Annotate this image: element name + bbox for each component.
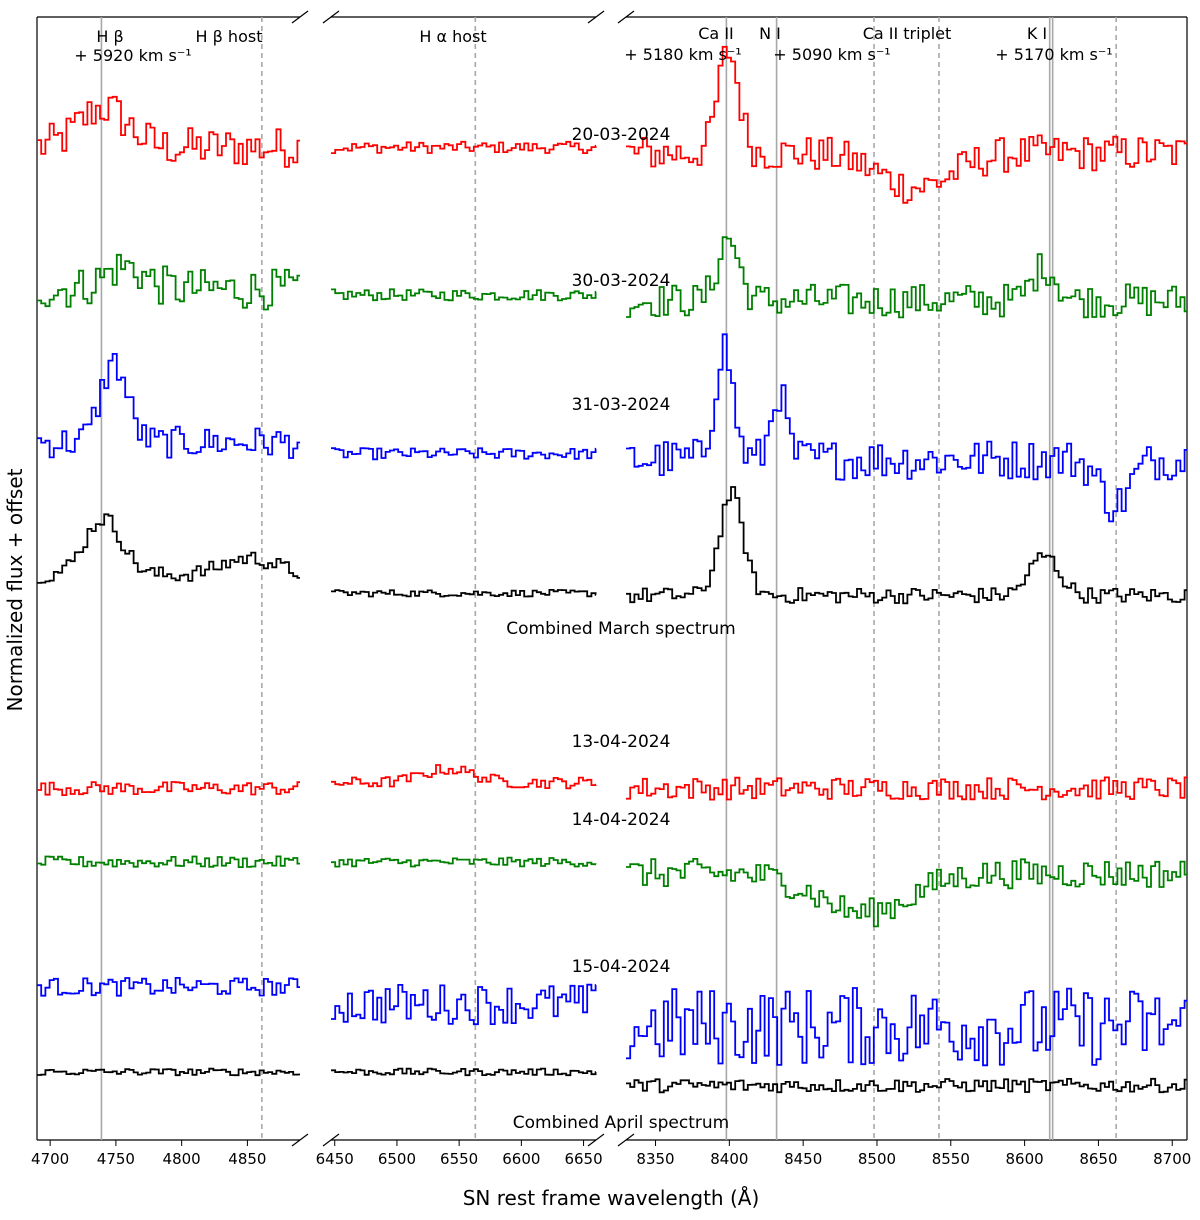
x-tick-label: 6450 xyxy=(316,1150,354,1168)
spectrum-combined-april-spectrum xyxy=(626,1077,1187,1094)
x-tick-label: 4700 xyxy=(31,1150,69,1168)
spectrum-15-04-2024 xyxy=(626,987,1187,1067)
spectrum-combined-march-spectrum xyxy=(331,589,597,598)
annotation-label: N I xyxy=(759,24,781,43)
annotation-label: H β host xyxy=(196,27,263,46)
spectrum-14-04-2024 xyxy=(331,856,597,868)
x-tick-label: 8700 xyxy=(1153,1150,1191,1168)
axes-frame xyxy=(36,16,1188,1141)
x-tick-label: 4850 xyxy=(228,1150,266,1168)
spectrum-15-04-2024 xyxy=(37,977,300,997)
spectrum-14-04-2024 xyxy=(37,855,300,868)
series-label: 31-03-2024 xyxy=(572,395,671,415)
spectrum-20-03-2024 xyxy=(626,45,1187,204)
annotation-velocity: + 5090 km s⁻¹ xyxy=(773,45,890,64)
spectrum-30-03-2024 xyxy=(37,253,300,311)
break-mark xyxy=(587,1133,605,1147)
annotation-label: Ca II xyxy=(698,24,734,43)
x-tick-label: 6500 xyxy=(378,1150,416,1168)
x-axis-label: SN rest frame wavelength (Å) xyxy=(463,1186,760,1210)
spectrum-13-04-2024 xyxy=(331,764,597,790)
spectrum-combined-march-spectrum xyxy=(626,486,1187,605)
spectrum-combined-march-spectrum xyxy=(37,513,300,584)
spectrum-30-03-2024 xyxy=(626,236,1187,319)
spectrum-31-03-2024 xyxy=(37,353,300,459)
spectrum-31-03-2024 xyxy=(626,333,1187,523)
annotation-label: H β xyxy=(96,27,123,46)
series-label: 20-03-2024 xyxy=(572,125,671,145)
series-label: 14-04-2024 xyxy=(572,810,671,830)
line-annotations: H β+ 5920 km s⁻¹ H β host H α host Ca II + 5… xyxy=(74,24,1112,65)
break-mark xyxy=(291,10,309,24)
x-tick-label: 8550 xyxy=(932,1150,970,1168)
series-label: Combined April spectrum xyxy=(513,1113,729,1133)
spectrum-13-04-2024 xyxy=(37,781,300,796)
annotation-velocity: + 5920 km s⁻¹ xyxy=(74,46,191,65)
spectrum-13-04-2024 xyxy=(626,776,1187,801)
y-axis-label: Normalized flux + offset xyxy=(3,468,27,711)
series-label: Combined March spectrum xyxy=(506,619,735,639)
spectrum-20-03-2024 xyxy=(331,140,597,154)
spectrum-20-03-2024 xyxy=(37,95,300,168)
break-mark xyxy=(322,1133,340,1147)
annotation-velocity: + 5170 km s⁻¹ xyxy=(995,45,1112,64)
x-tick-label: 8650 xyxy=(1079,1150,1117,1168)
annotation-label: Ca II triplet xyxy=(863,24,952,43)
spectrum-14-04-2024 xyxy=(626,858,1187,928)
x-tick-label: 6550 xyxy=(440,1150,478,1168)
spectra-series xyxy=(37,45,1187,1094)
break-mark xyxy=(617,10,635,24)
series-label: 13-04-2024 xyxy=(572,732,671,752)
x-tick-label: 6650 xyxy=(564,1150,602,1168)
x-tick-label: 8450 xyxy=(784,1150,822,1168)
x-tick-label: 8400 xyxy=(710,1150,748,1168)
x-tick-label: 6600 xyxy=(502,1150,540,1168)
annotation-label: K I xyxy=(1027,24,1047,43)
break-mark xyxy=(291,1133,309,1147)
spectrum-31-03-2024 xyxy=(331,447,597,461)
x-tick-label: 4750 xyxy=(97,1150,135,1168)
annotation-velocity: + 5180 km s⁻¹ xyxy=(624,45,741,64)
series-label: 30-03-2024 xyxy=(572,271,671,291)
x-ticks: 4700 4750 4800 4850 6450 6500 6550 6600 6650 8350… xyxy=(31,1140,1191,1168)
break-mark xyxy=(322,10,340,24)
series-label: 15-04-2024 xyxy=(572,957,671,977)
break-mark xyxy=(617,1133,635,1147)
break-mark xyxy=(587,10,605,24)
axis-break-marks xyxy=(291,10,635,1147)
x-tick-label: 8600 xyxy=(1006,1150,1044,1168)
spectrum-30-03-2024 xyxy=(331,288,597,302)
x-tick-label: 4800 xyxy=(163,1150,201,1168)
spectrum-combined-april-spectrum xyxy=(37,1067,300,1077)
spectrum-15-04-2024 xyxy=(331,983,597,1026)
x-tick-label: 8350 xyxy=(636,1150,674,1168)
annotation-label: H α host xyxy=(419,27,486,46)
x-tick-label: 8500 xyxy=(858,1150,896,1168)
series-labels: 20-03-2024 30-03-2024 31-03-2024 Combined M… xyxy=(506,125,735,1133)
reference-lines xyxy=(100,17,1117,1140)
spectrum-combined-april-spectrum xyxy=(331,1067,597,1077)
